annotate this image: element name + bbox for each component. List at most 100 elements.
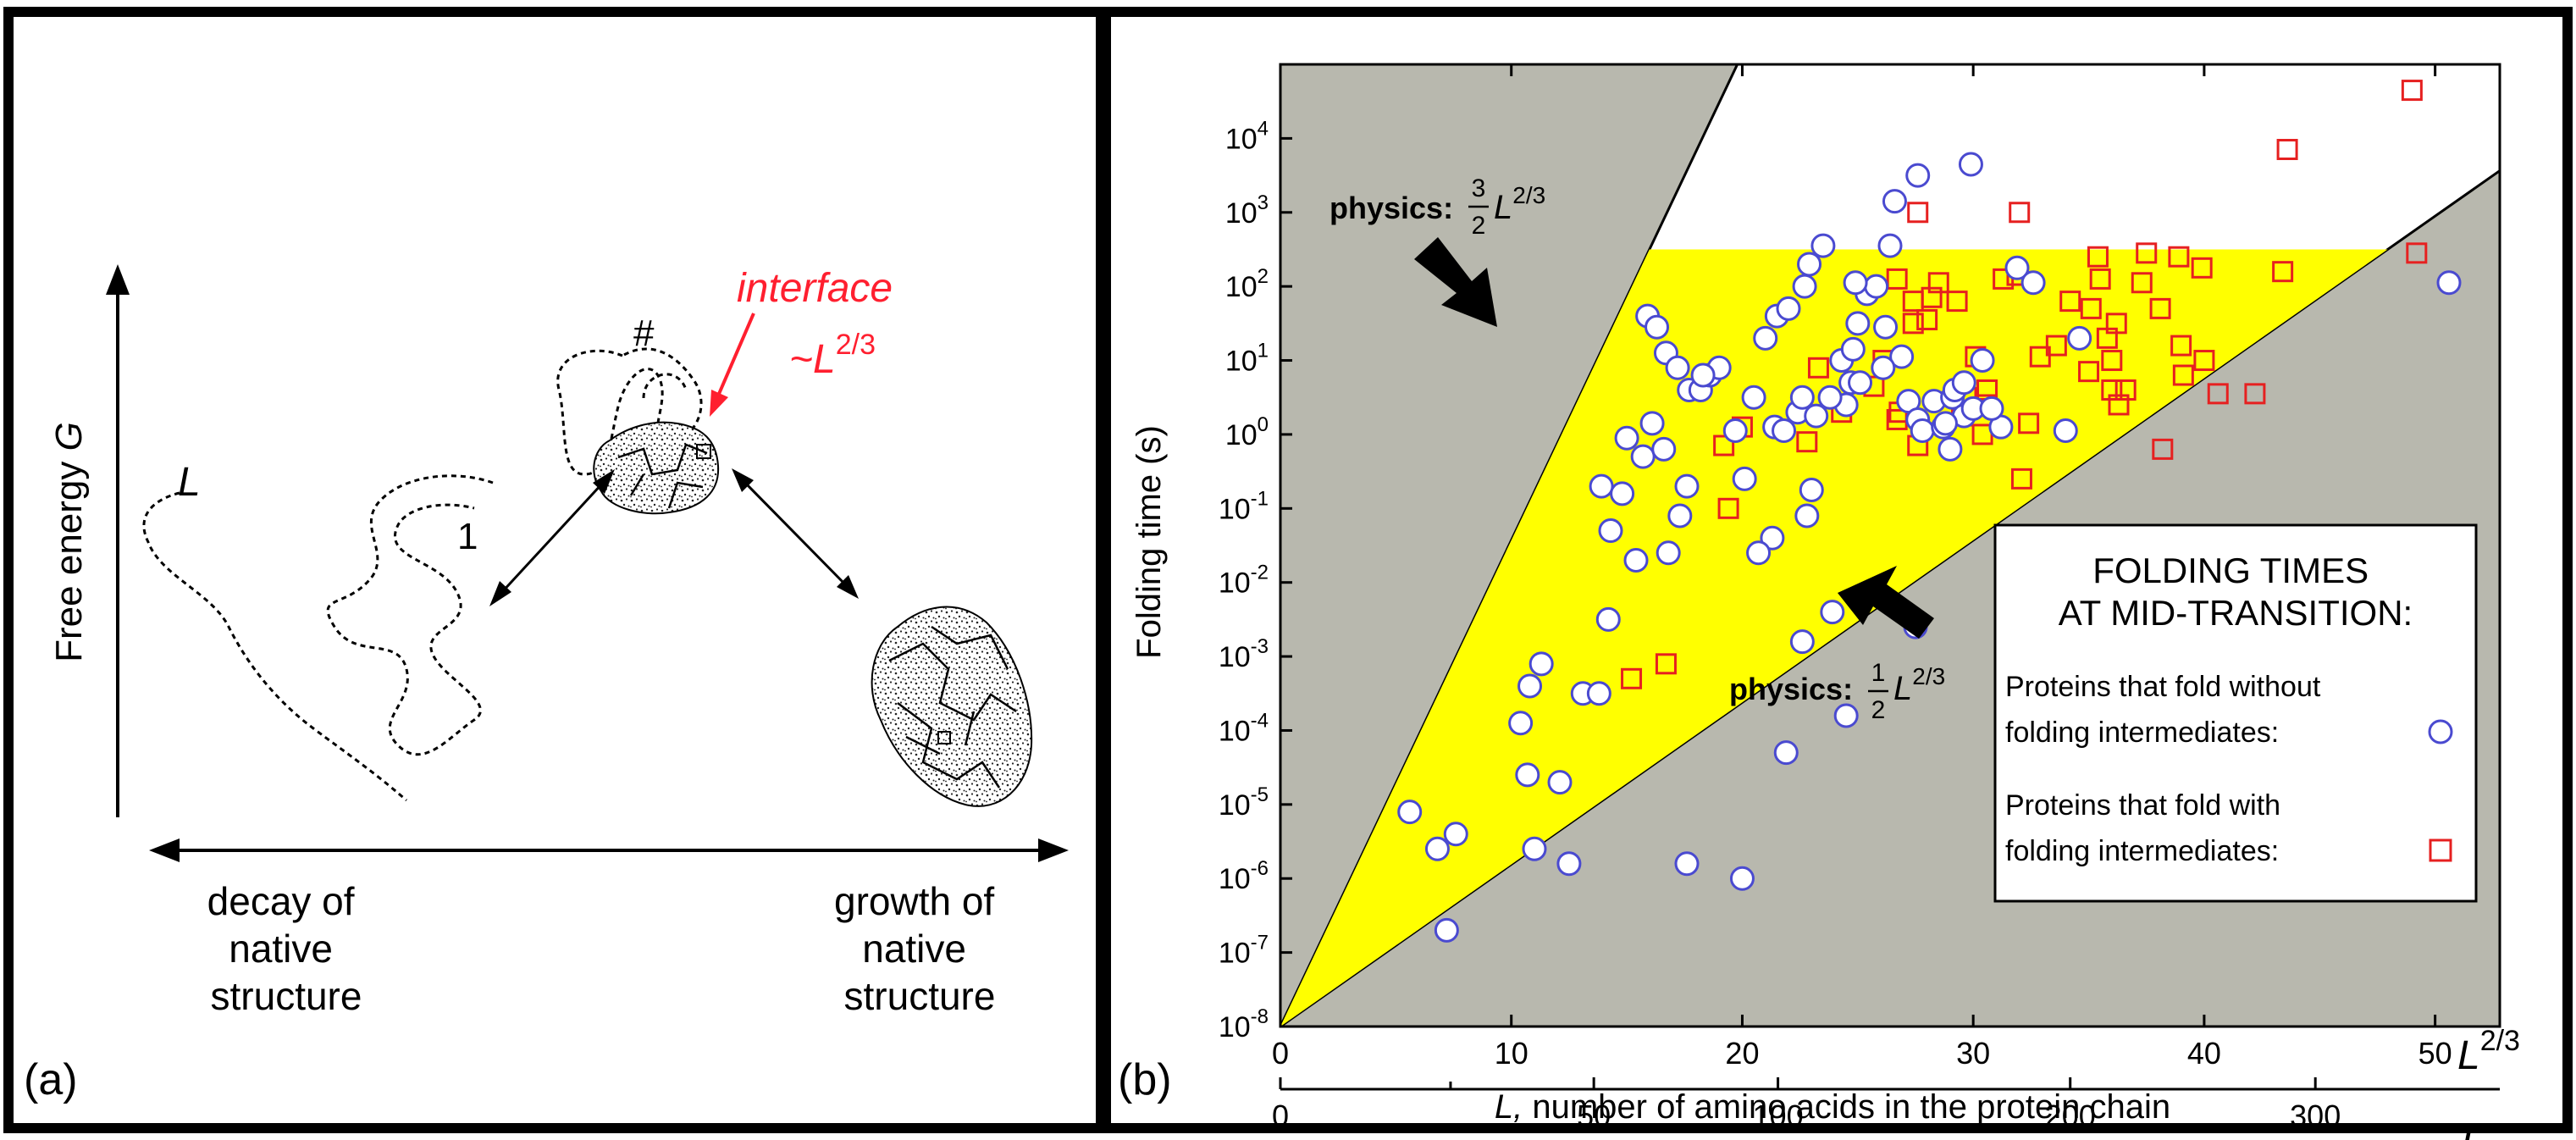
left-transition-arrowhead-end — [593, 469, 615, 494]
lower-bound-pointer-arrow — [1838, 566, 1934, 639]
upper-bound-numerator: 3 — [1472, 174, 1486, 202]
panel-a-label: (a) — [24, 1055, 78, 1104]
panel-b-frame — [1101, 7, 2573, 1133]
multi-state-point — [2087, 246, 2109, 268]
transition-loops — [556, 347, 703, 476]
two-state-point — [1889, 344, 1915, 369]
two-state-point — [1651, 436, 1677, 462]
interface-scaling-label: ~L2/3 — [789, 329, 876, 382]
two-state-point — [1772, 418, 1797, 444]
multi-state-point — [2168, 246, 2190, 268]
two-state-point — [2436, 270, 2462, 296]
multi-state-point — [2244, 383, 2266, 405]
two-state-point — [1843, 270, 1868, 296]
secondary-x-tick-label: 200 — [2045, 1098, 2096, 1133]
x-tick-label: 20 — [1725, 1036, 1759, 1071]
two-state-point — [1776, 296, 1801, 321]
two-state-point — [1732, 466, 1757, 491]
multi-state-point — [2029, 346, 2051, 368]
two-state-point — [1760, 525, 1785, 551]
growth-label: growth of native structure — [834, 879, 1005, 1018]
secondary-x-tick-label: 100 — [1753, 1098, 1804, 1133]
two-state-point — [1656, 540, 1681, 566]
multi-state-point — [1902, 313, 1924, 335]
two-state-point — [2004, 255, 2030, 280]
lower-bound-label: physics: — [1729, 672, 1853, 706]
two-state-point — [1397, 800, 1423, 825]
multi-state-point — [2101, 350, 2123, 372]
multi-state-point — [1796, 431, 1818, 453]
two-state-point — [1598, 518, 1623, 544]
interface-label: interface — [737, 266, 893, 311]
two-state-point — [1789, 629, 1815, 655]
two-state-point — [2053, 418, 2078, 444]
two-state-point — [1522, 836, 1547, 861]
multi-state-point — [2272, 261, 2294, 283]
two-state-point — [1833, 703, 1859, 728]
upper-bound-denominator: 2 — [1472, 212, 1486, 240]
multi-state-point — [2009, 202, 2031, 224]
two-state-point — [1674, 851, 1700, 877]
two-state-point — [1556, 851, 1582, 877]
two-state-point — [1840, 336, 1866, 362]
y-tick-label: 10-4 — [1219, 709, 1269, 747]
two-state-point — [1434, 917, 1459, 943]
x-tick-label: 10 — [1495, 1036, 1528, 1071]
two-state-point — [1932, 411, 1958, 436]
right-transition-arrow — [742, 479, 849, 588]
x-tick-label: 50 — [2418, 1036, 2452, 1071]
upper-bound-label: physics: — [1329, 191, 1453, 225]
two-state-point — [1753, 325, 1778, 351]
decay-label: decay of native structure — [207, 879, 366, 1018]
multi-state-point — [2045, 335, 2067, 357]
upper-bound-power: L2/3 — [1494, 182, 1545, 226]
two-state-point — [1792, 274, 1817, 299]
free-energy-axis-arrowhead — [106, 264, 130, 295]
two-state-point — [1515, 762, 1540, 788]
plot-frame — [1279, 63, 2501, 1028]
two-state-point — [1424, 836, 1450, 861]
two-state-point — [1595, 606, 1621, 632]
y-tick-label: 103 — [1225, 191, 1269, 230]
two-state-point — [1773, 740, 1799, 766]
multi-state-point — [2136, 242, 2158, 264]
panel-b-label: (b) — [1118, 1055, 1172, 1104]
y-tick-label: 10-8 — [1219, 1005, 1269, 1043]
multi-state-point — [2131, 272, 2153, 294]
multi-state-point — [2059, 291, 2081, 313]
multi-state-point — [2114, 379, 2137, 401]
two-state-point — [1905, 163, 1931, 188]
multi-state-point — [2096, 327, 2118, 349]
multi-state-point — [2010, 468, 2032, 490]
multi-state-point — [2172, 364, 2194, 386]
unfolded-label: L — [178, 460, 201, 505]
free-energy-axis-label: Free energy G — [48, 422, 90, 662]
legend-box — [1993, 523, 2478, 903]
interface-pointer — [715, 313, 755, 401]
multi-state-point — [2276, 138, 2298, 160]
secondary-x-tick-label: 300 — [2290, 1098, 2341, 1133]
two-state-point — [1958, 152, 1983, 177]
two-state-point — [1789, 385, 1815, 410]
x-tick-label: 30 — [1956, 1036, 1990, 1071]
multi-state-point — [1927, 272, 1949, 294]
two-state-point — [1630, 444, 1656, 469]
right-transition-arrowhead-start — [732, 468, 754, 492]
two-state-point — [1645, 314, 1670, 340]
two-state-point — [1610, 481, 1635, 506]
y-tick-label: 101 — [1225, 340, 1269, 378]
y-tick-label: 10-3 — [1219, 635, 1269, 673]
y-tick-label: 104 — [1225, 117, 1269, 155]
two-state-point — [1614, 425, 1639, 451]
secondary-x-tick-label: 0 — [1272, 1098, 1289, 1133]
two-state-point — [1910, 418, 1935, 444]
nucleus-interface-box — [696, 444, 711, 459]
two-state-point — [1797, 252, 1822, 277]
two-state-point — [1951, 370, 1976, 396]
y-tick-label: 10-1 — [1219, 487, 1269, 525]
legend-title: FOLDING TIMES AT MID-TRANSITION: — [2059, 551, 2413, 633]
reaction-axis-left-arrowhead — [149, 838, 180, 862]
two-state-point — [1589, 473, 1614, 499]
multi-state-point — [2191, 257, 2213, 279]
multi-state-point — [2078, 361, 2100, 383]
